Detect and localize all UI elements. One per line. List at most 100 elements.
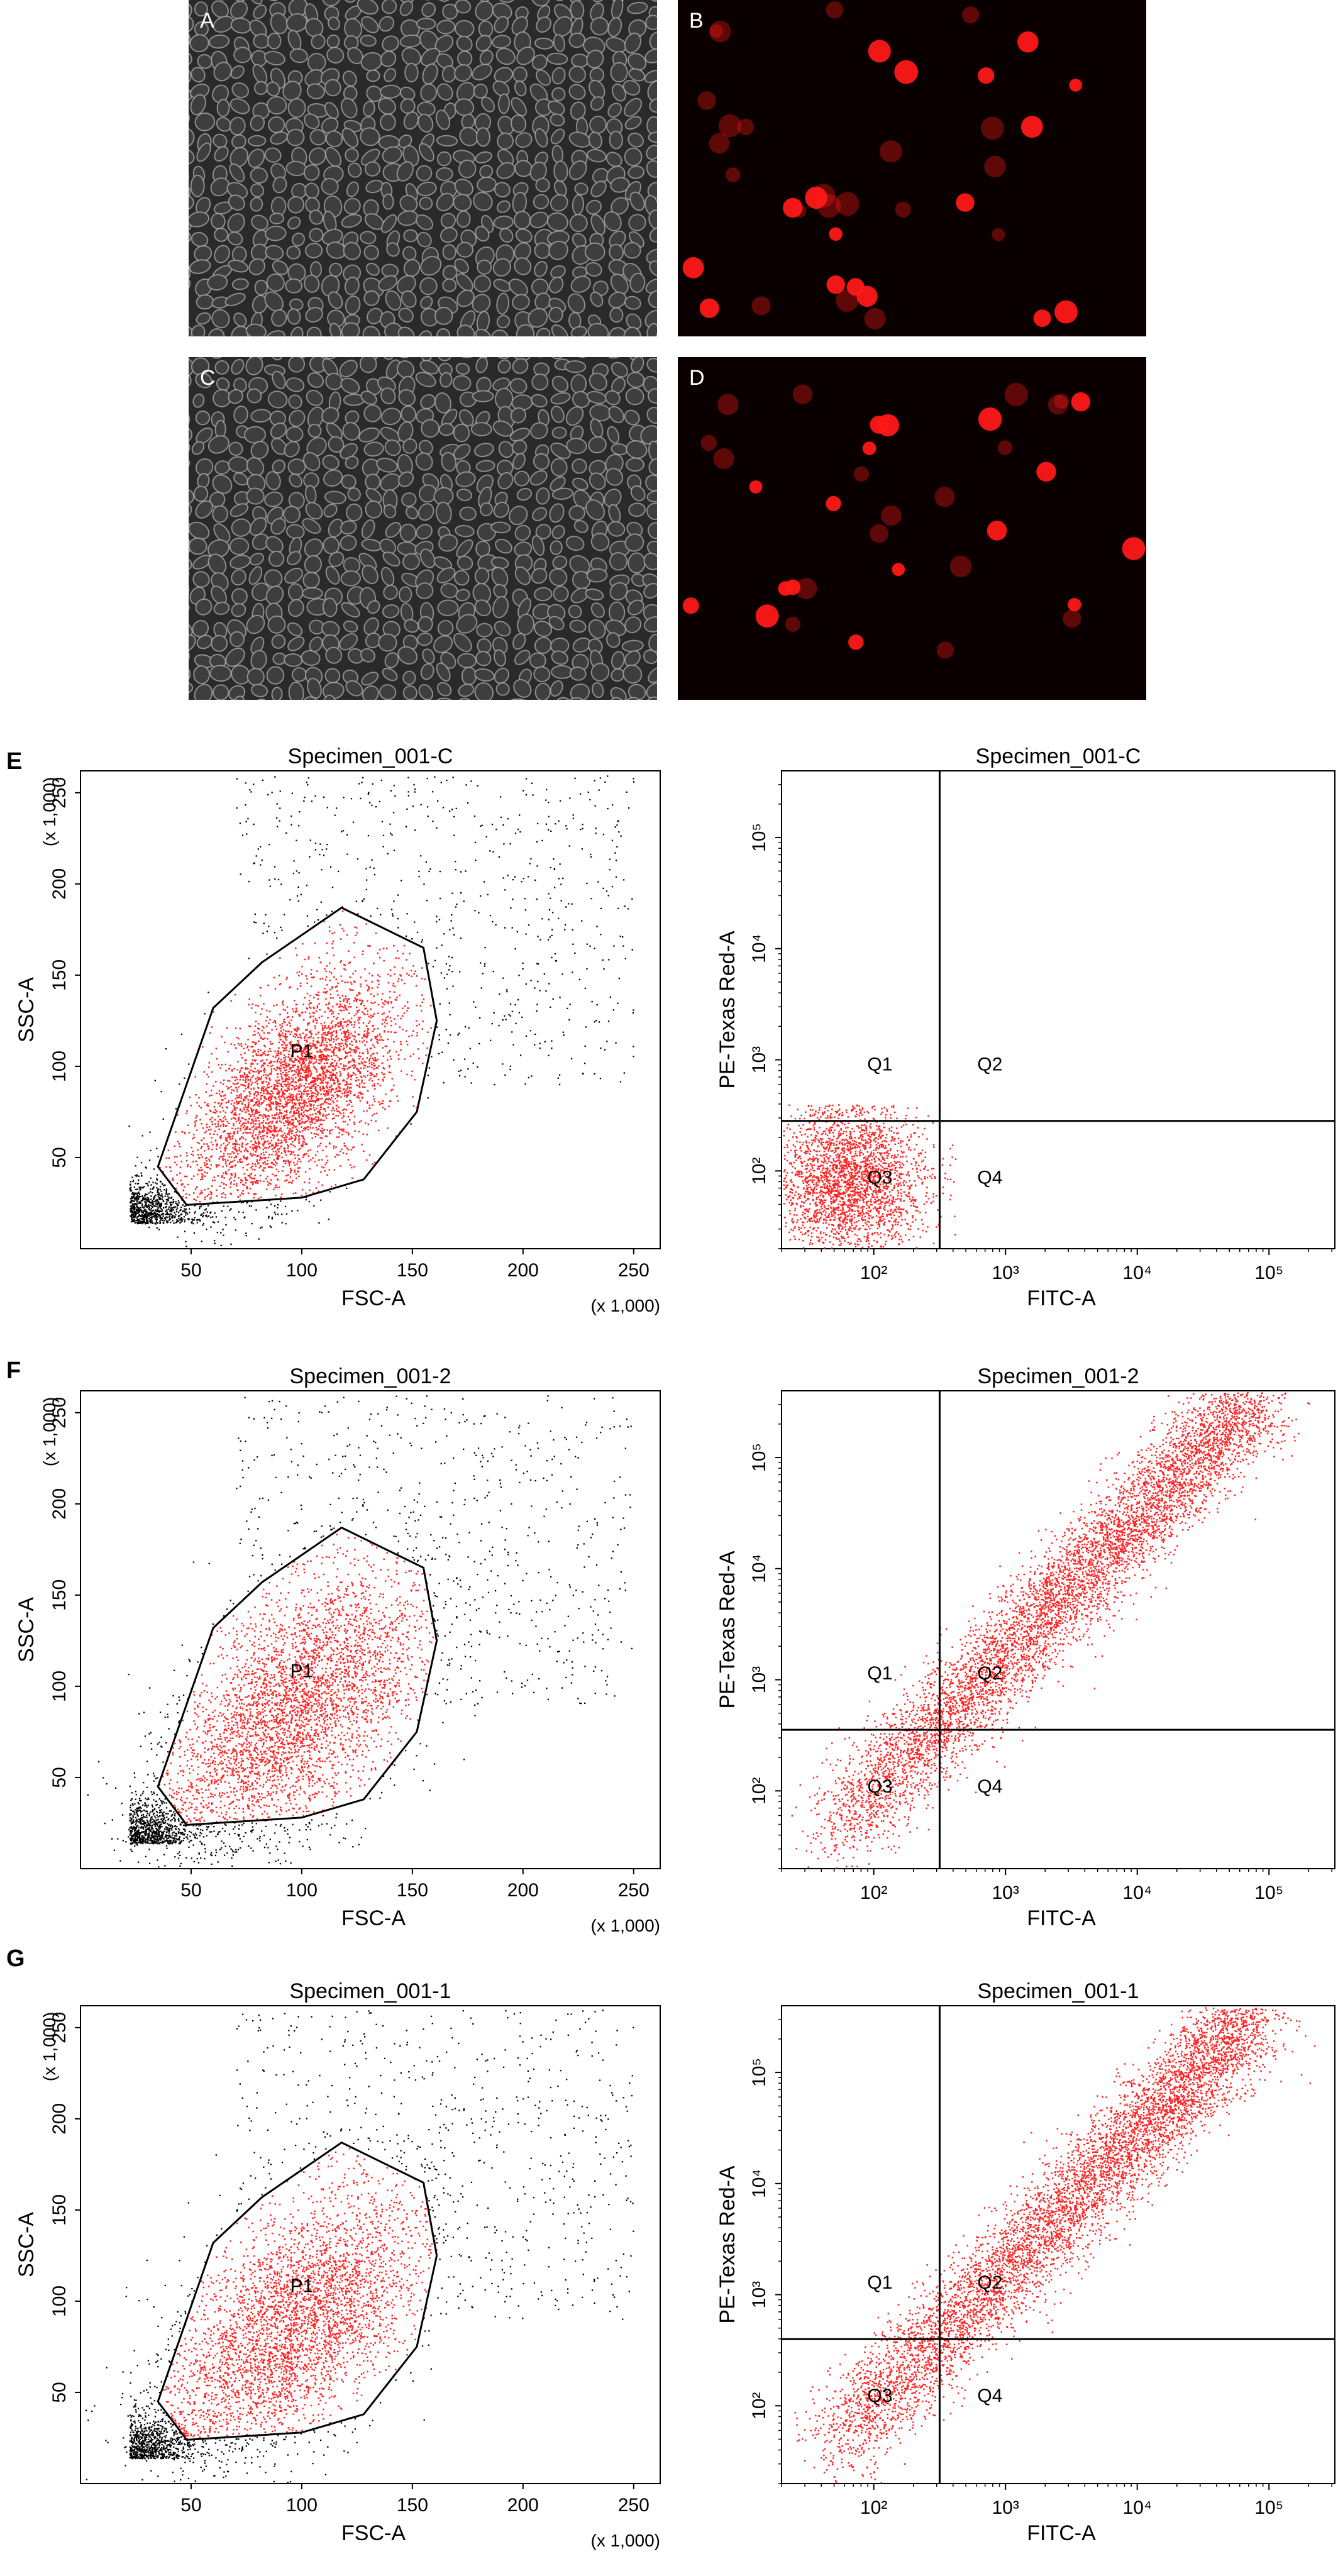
x-tick-label: 250 [618, 2495, 650, 2516]
y-tick-label: 150 [49, 959, 70, 991]
panel-label-e: E [6, 748, 22, 775]
x-tick-label: 10⁴ [1123, 1882, 1152, 1903]
y-axis-multiplier: (x 1,000) [40, 777, 59, 847]
x-tick-label: 10³ [992, 2497, 1019, 2518]
x-tick-label: 10² [860, 2497, 887, 2518]
y-axis-label: PE-Texas Red-A [716, 1551, 739, 1709]
plot-frame [781, 2005, 1335, 2484]
gate-label: P1 [290, 1041, 314, 1061]
micrograph-c-cells [189, 357, 657, 700]
gate-label: P1 [290, 2275, 314, 2296]
gate-p1 [157, 906, 438, 1206]
x-axis-label: FSC-A [341, 2521, 406, 2545]
y-tick-label: 10² [749, 1158, 770, 1185]
plot-title: Specimen_001-1 [977, 1979, 1139, 2003]
x-axis-label: FSC-A [341, 1286, 406, 1310]
x-tick-label: 100 [286, 2495, 318, 2516]
x-tick-label: 10² [860, 1263, 887, 1283]
quadrant-label-q2: Q2 [977, 2272, 1002, 2293]
x-axis-label: FITC-A [1027, 1906, 1096, 1930]
quadrant-label-q4: Q4 [977, 1168, 1002, 1188]
quadrant-label-q1: Q1 [867, 1663, 892, 1684]
plot-e-scatter: Specimen_001-C FSC-A SSC-A 50 100 150 200 250 50… [14, 744, 661, 1315]
y-tick-label: 100 [49, 2286, 70, 2317]
y-tick-label: 150 [49, 1579, 70, 1611]
events [783, 1104, 957, 1249]
x-axis-multiplier: (x 1,000) [591, 2531, 661, 2550]
plot-title: Specimen_001-1 [289, 1979, 451, 2003]
panel-label-b: B [689, 9, 704, 33]
plot-g-quadrant: Specimen_001-1 FITC-A PE-Texas Red-A 10² 10³… [716, 1979, 1335, 2545]
gate-p1 [157, 2141, 438, 2441]
micrograph-b-background [678, 0, 1146, 336]
x-tick-label: 10⁵ [1254, 1263, 1283, 1283]
x-tick-label: 10⁴ [1123, 1263, 1152, 1283]
panel-label-a: A [200, 9, 214, 33]
x-axis-multiplier: (x 1,000) [591, 1916, 661, 1935]
x-tick-label: 50 [180, 1260, 201, 1281]
micrograph-d-cells [682, 382, 1146, 659]
y-tick-label: 200 [49, 868, 70, 900]
y-tick-label: 10² [749, 1777, 770, 1805]
x-tick-label: 200 [507, 1880, 539, 1901]
x-tick-label: 10³ [992, 1263, 1019, 1283]
quadrant-label-q2: Q2 [977, 1054, 1002, 1075]
plot-title: Specimen_001-C [288, 744, 453, 768]
y-tick-label: 200 [49, 1488, 70, 1520]
panel-label-g: G [6, 1945, 25, 1972]
plot-title: Specimen_001-C [976, 744, 1141, 768]
micrograph-b: B [678, 0, 1146, 336]
y-tick-label: 250 [49, 1397, 70, 1429]
x-tick-label: 250 [618, 1260, 650, 1281]
quadrant-label-q1: Q1 [867, 2272, 892, 2293]
gate-p1 [157, 1526, 438, 1826]
y-tick-label: 50 [49, 1767, 70, 1788]
y-tick-label: 250 [49, 777, 70, 809]
x-tick-label: 50 [180, 1880, 201, 1901]
micrograph-a: A [189, 0, 657, 336]
x-axis-label: FSC-A [341, 1906, 406, 1930]
y-axis-label: SSC-A [14, 2212, 38, 2277]
y-tick-label: 10⁵ [749, 1443, 770, 1472]
quadrant-label-q1: Q1 [867, 1054, 892, 1075]
quadrant-label-q2: Q2 [977, 1663, 1002, 1684]
plot-g-scatter: Specimen_001-1 FSC-A SSC-A 50 100 150 200 250 50… [14, 1979, 661, 2550]
plot-frame [80, 2005, 661, 2484]
y-tick-label: 50 [49, 1147, 70, 1168]
y-tick-label: 150 [49, 2194, 70, 2226]
events [791, 1391, 1310, 1869]
y-tick-label: 10³ [749, 1666, 770, 1693]
x-tick-label: 150 [397, 2495, 428, 2516]
y-tick-label: 10⁴ [749, 2169, 770, 2198]
x-tick-label: 10⁵ [1254, 1882, 1283, 1903]
plot-e-quadrant: Specimen_001-C FITC-A PE-Texas Red-A 10² 10³… [716, 744, 1335, 1310]
x-axis-label: FITC-A [1027, 1286, 1096, 1310]
x-tick-label: 10⁵ [1254, 2497, 1283, 2518]
y-tick-label: 250 [49, 2012, 70, 2043]
plot-f-quadrant: Specimen_001-2 FITC-A PE-Texas Red-A 10² 10³… [716, 1364, 1335, 1930]
ungated-events [87, 1395, 633, 1868]
y-tick-label: 10³ [749, 2281, 770, 2308]
y-tick-label: 10⁵ [749, 823, 770, 852]
y-tick-label: 10² [749, 2392, 770, 2419]
x-tick-label: 10² [860, 1882, 887, 1903]
y-axis-label: SSC-A [14, 977, 38, 1042]
y-axis-multiplier: (x 1,000) [40, 2012, 59, 2082]
micrograph-d: D [678, 357, 1146, 700]
x-tick-label: 150 [397, 1260, 428, 1281]
x-tick-label: 200 [507, 1260, 539, 1281]
x-tick-label: 100 [286, 1880, 318, 1901]
y-axis-label: SSC-A [14, 1597, 38, 1662]
quadrant-label-q3: Q3 [867, 2385, 892, 2406]
y-axis-multiplier: (x 1,000) [40, 1397, 59, 1467]
y-axis-label: PE-Texas Red-A [716, 931, 739, 1089]
y-tick-label: 100 [49, 1051, 70, 1082]
plot-f-scatter: Specimen_001-2 FSC-A SSC-A 50 100 150 200 250 50… [14, 1364, 661, 1935]
micrograph-b-cells [682, 1, 1082, 329]
x-tick-label: 250 [618, 1880, 650, 1901]
y-tick-label: 100 [49, 1671, 70, 1702]
y-tick-label: 50 [49, 2382, 70, 2402]
gate-label: P1 [290, 1661, 314, 1681]
x-tick-label: 10⁴ [1123, 2497, 1152, 2518]
